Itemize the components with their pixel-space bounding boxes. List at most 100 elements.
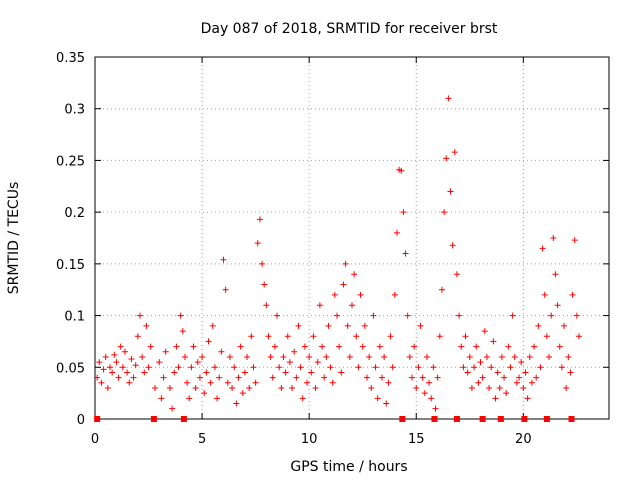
data-point bbox=[428, 395, 435, 402]
data-point bbox=[244, 353, 251, 360]
data-point bbox=[363, 374, 370, 381]
data-point bbox=[308, 369, 315, 376]
data-point bbox=[160, 374, 167, 381]
zero-marker bbox=[497, 416, 504, 422]
data-point bbox=[421, 390, 428, 397]
data-point bbox=[304, 379, 311, 386]
data-point bbox=[539, 245, 546, 252]
data-point bbox=[550, 235, 557, 241]
data-point bbox=[417, 322, 424, 329]
data-point bbox=[349, 302, 355, 309]
data-point bbox=[145, 364, 152, 371]
data-point bbox=[109, 369, 116, 376]
data-point bbox=[535, 322, 542, 329]
data-point bbox=[561, 322, 568, 329]
data-point bbox=[498, 353, 505, 360]
data-point bbox=[548, 312, 555, 319]
data-point bbox=[494, 369, 501, 376]
data-point bbox=[106, 364, 113, 371]
data-point bbox=[573, 312, 580, 319]
data-point bbox=[188, 364, 195, 371]
plot-frame bbox=[94, 56, 610, 420]
data-point bbox=[278, 384, 285, 391]
data-point bbox=[404, 312, 411, 319]
data-point bbox=[511, 353, 518, 360]
x-axis-label: GPS time / hours bbox=[290, 459, 407, 475]
data-point bbox=[314, 359, 321, 366]
data-point bbox=[357, 291, 364, 298]
data-point bbox=[411, 343, 418, 350]
data-point bbox=[571, 237, 578, 244]
data-point bbox=[177, 312, 184, 319]
data-point bbox=[483, 353, 490, 360]
data-point bbox=[134, 333, 141, 340]
data-point bbox=[481, 328, 488, 335]
data-point bbox=[466, 353, 473, 360]
data-point bbox=[121, 348, 128, 355]
data-point bbox=[558, 364, 565, 371]
data-point bbox=[400, 209, 407, 216]
y-tick-label: 0 bbox=[77, 413, 85, 428]
data-point bbox=[263, 302, 270, 309]
data-point bbox=[269, 374, 276, 381]
y-tick-label: 0.15 bbox=[56, 258, 85, 273]
data-point bbox=[505, 343, 512, 350]
chart-title: Day 087 of 2018, SRMTID for receiver brs… bbox=[201, 21, 498, 37]
data-point bbox=[100, 366, 107, 373]
data-point bbox=[432, 405, 439, 412]
x-axis-ticks: 0 5 10 15 20 bbox=[91, 57, 532, 447]
data-point bbox=[250, 364, 257, 371]
x-tick-label: 0 bbox=[91, 432, 99, 447]
data-point bbox=[158, 395, 165, 402]
data-point bbox=[111, 351, 118, 358]
data-point bbox=[295, 322, 302, 329]
data-point bbox=[522, 369, 529, 376]
data-point bbox=[151, 384, 158, 391]
data-point bbox=[430, 364, 437, 371]
data-point bbox=[181, 353, 188, 360]
y-tick-label: 0.05 bbox=[56, 361, 85, 376]
data-point bbox=[453, 271, 460, 278]
data-point bbox=[441, 209, 448, 216]
data-point bbox=[526, 353, 533, 360]
data-point bbox=[374, 395, 381, 402]
data-point bbox=[477, 359, 484, 366]
data-point bbox=[413, 384, 420, 391]
data-point bbox=[256, 216, 263, 223]
data-point bbox=[214, 395, 221, 402]
data-point bbox=[503, 390, 510, 397]
data-point bbox=[102, 353, 109, 360]
zero-marker bbox=[431, 416, 438, 422]
data-point bbox=[271, 343, 278, 350]
data-point bbox=[203, 369, 210, 376]
data-point bbox=[496, 384, 503, 391]
grid-lines bbox=[95, 57, 609, 419]
data-point bbox=[336, 343, 343, 350]
data-point bbox=[520, 384, 527, 391]
data-point bbox=[147, 343, 154, 350]
data-point bbox=[115, 374, 122, 381]
data-point bbox=[378, 374, 385, 381]
data-point bbox=[383, 400, 390, 407]
data-point bbox=[194, 359, 201, 366]
data-point bbox=[443, 155, 450, 162]
data-point bbox=[563, 384, 570, 391]
data-point bbox=[209, 322, 216, 329]
data-point bbox=[192, 384, 199, 391]
x-tick-label: 10 bbox=[301, 432, 318, 447]
x-tick-label: 20 bbox=[515, 432, 532, 447]
data-point bbox=[552, 271, 559, 278]
data-point bbox=[385, 379, 392, 386]
data-point bbox=[524, 395, 531, 402]
data-point bbox=[340, 281, 347, 288]
data-point bbox=[372, 364, 379, 371]
data-point bbox=[284, 333, 291, 340]
data-point bbox=[556, 343, 563, 350]
data-point bbox=[282, 369, 289, 376]
data-point bbox=[226, 353, 233, 360]
zero-marker bbox=[453, 416, 460, 422]
data-point bbox=[117, 343, 124, 350]
data-point bbox=[402, 250, 409, 257]
